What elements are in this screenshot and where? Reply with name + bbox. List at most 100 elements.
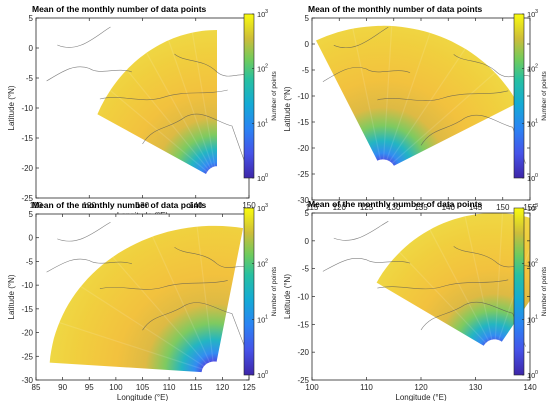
- x-tick-label: 110: [360, 383, 373, 392]
- x-tick-label: 85: [32, 383, 41, 392]
- fan-sector-line: [112, 256, 207, 365]
- y-tick-label: -30: [297, 196, 309, 205]
- y-axis-label: Latitude (°N): [283, 86, 292, 131]
- colorbar-tick-exponent: 2: [535, 64, 538, 70]
- x-tick-label: 105: [136, 383, 150, 392]
- fan-sector-line: [109, 89, 208, 173]
- coastline-2: [142, 302, 245, 347]
- x-tick-label: 90: [58, 383, 67, 392]
- fan-sector-line: [152, 236, 211, 363]
- colorbar-tick-label: 10: [257, 204, 265, 213]
- y-tick-label: -10: [21, 281, 33, 290]
- fan-sector-line: [80, 285, 205, 367]
- y-tick-label: -25: [21, 194, 33, 203]
- colorbar-tick-exponent: 1: [535, 314, 538, 320]
- colorbar-tick-label: 10: [527, 174, 535, 183]
- chart-title: Mean of the monthly number of data point…: [308, 4, 483, 14]
- colorbar: [513, 13, 525, 179]
- fan-sector-line: [494, 213, 504, 340]
- y-tick-label: -5: [302, 66, 310, 75]
- y-axis-label: Latitude (°N): [283, 274, 292, 319]
- fan-sector-line: [429, 229, 490, 342]
- colorbar-tick-label: 10: [527, 260, 535, 269]
- radar-coverage-fan: [376, 213, 530, 346]
- coastline-1: [377, 279, 509, 290]
- y-tick-label: -10: [297, 92, 309, 101]
- y-tick-label: 0: [29, 44, 34, 53]
- x-tick-label: 125: [360, 203, 374, 212]
- x-tick-label: 130: [136, 201, 150, 210]
- x-tick-label: 100: [109, 383, 123, 392]
- colorbar-tick-label: 10: [527, 65, 535, 74]
- x-tick-label: 130: [387, 203, 401, 212]
- coastline-3: [57, 26, 111, 48]
- colorbar-tick-exponent: 1: [535, 118, 538, 124]
- colorbar-tick-label: 10: [527, 371, 535, 380]
- y-tick-label: -10: [297, 293, 309, 302]
- fan-sector-line: [191, 32, 216, 167]
- fan-sector-line: [386, 32, 431, 161]
- x-tick-label: 120: [216, 383, 230, 392]
- y-tick-label: -5: [26, 74, 34, 83]
- fan-sector-line: [389, 48, 466, 162]
- x-tick-label: 125: [242, 383, 256, 392]
- x-tick-label: 135: [414, 203, 428, 212]
- colorbar-tick-label: 10: [527, 119, 535, 128]
- y-tick-label: -20: [21, 164, 33, 173]
- chart-panel-3: 85 90 95 100 105 110 115 120 125-30-25-20-15-10-…: [7, 200, 278, 402]
- fan-sector-line: [168, 40, 214, 168]
- coastline-2: [420, 301, 526, 347]
- y-tick-label: -20: [297, 348, 309, 357]
- x-tick-label: 115: [306, 203, 319, 212]
- colorbar-tick-label: 10: [257, 315, 265, 324]
- colorbar-tick-exponent: 1: [265, 118, 268, 124]
- x-tick-label: 110: [163, 383, 176, 392]
- fan-sector-line: [145, 52, 212, 169]
- colorbar-tick-exponent: 3: [535, 9, 538, 15]
- coastline-2: [420, 114, 526, 164]
- x-tick-label: 140: [189, 201, 203, 210]
- fan-sector-line: [382, 26, 393, 160]
- x-tick-label: 110: [30, 201, 43, 210]
- colorbar-tick-exponent: 0: [535, 173, 538, 179]
- coastline-1: [377, 90, 509, 101]
- fan-sector-line: [352, 28, 381, 160]
- colorbar-tick-exponent: 0: [265, 370, 268, 376]
- y-tick-label: 5: [29, 210, 34, 219]
- y-tick-label: -15: [21, 305, 33, 314]
- y-tick-label: -25: [297, 170, 309, 179]
- fan-sector-line: [391, 72, 496, 164]
- y-tick-label: -30: [21, 376, 33, 385]
- colorbar-tick-exponent: 0: [265, 173, 268, 179]
- colorbar-tick-label: 10: [257, 65, 265, 74]
- y-tick-label: -5: [26, 257, 34, 266]
- colorbar: [513, 207, 525, 376]
- y-tick-label: -20: [21, 329, 33, 338]
- y-tick-label: 0: [29, 234, 34, 243]
- x-tick-label: 150: [496, 203, 510, 212]
- fan-sector-line: [196, 226, 214, 362]
- x-tick-label: 95: [85, 383, 94, 392]
- axes-content: [46, 222, 249, 373]
- colorbar-tick-label: 10: [257, 260, 265, 269]
- colorbar-tick-exponent: 2: [265, 64, 268, 70]
- coastline-1: [99, 89, 228, 101]
- chart-title: Mean of the monthly number of data point…: [32, 200, 207, 210]
- colorbar-tick-label: 10: [257, 174, 265, 183]
- colorbar-label: Number of points: [271, 266, 278, 316]
- fan-sector-line: [464, 216, 493, 340]
- fan-sector-line: [399, 251, 487, 344]
- y-tick-label: 0: [305, 40, 310, 49]
- colorbar-tick-label: 10: [257, 371, 265, 380]
- colorbar-tick-exponent: 1: [265, 314, 268, 320]
- colorbar-tick-exponent: 2: [535, 259, 538, 265]
- x-tick-label: 140: [442, 203, 456, 212]
- coastline-1: [99, 280, 228, 290]
- colorbar-label: Number of points: [541, 266, 548, 316]
- colorbar-tick-label: 10: [257, 10, 265, 19]
- coastline-0: [46, 258, 132, 273]
- y-tick-label: -10: [21, 104, 33, 113]
- colorbar-label: Number of points: [271, 71, 278, 121]
- radar-coverage-fan: [97, 30, 217, 174]
